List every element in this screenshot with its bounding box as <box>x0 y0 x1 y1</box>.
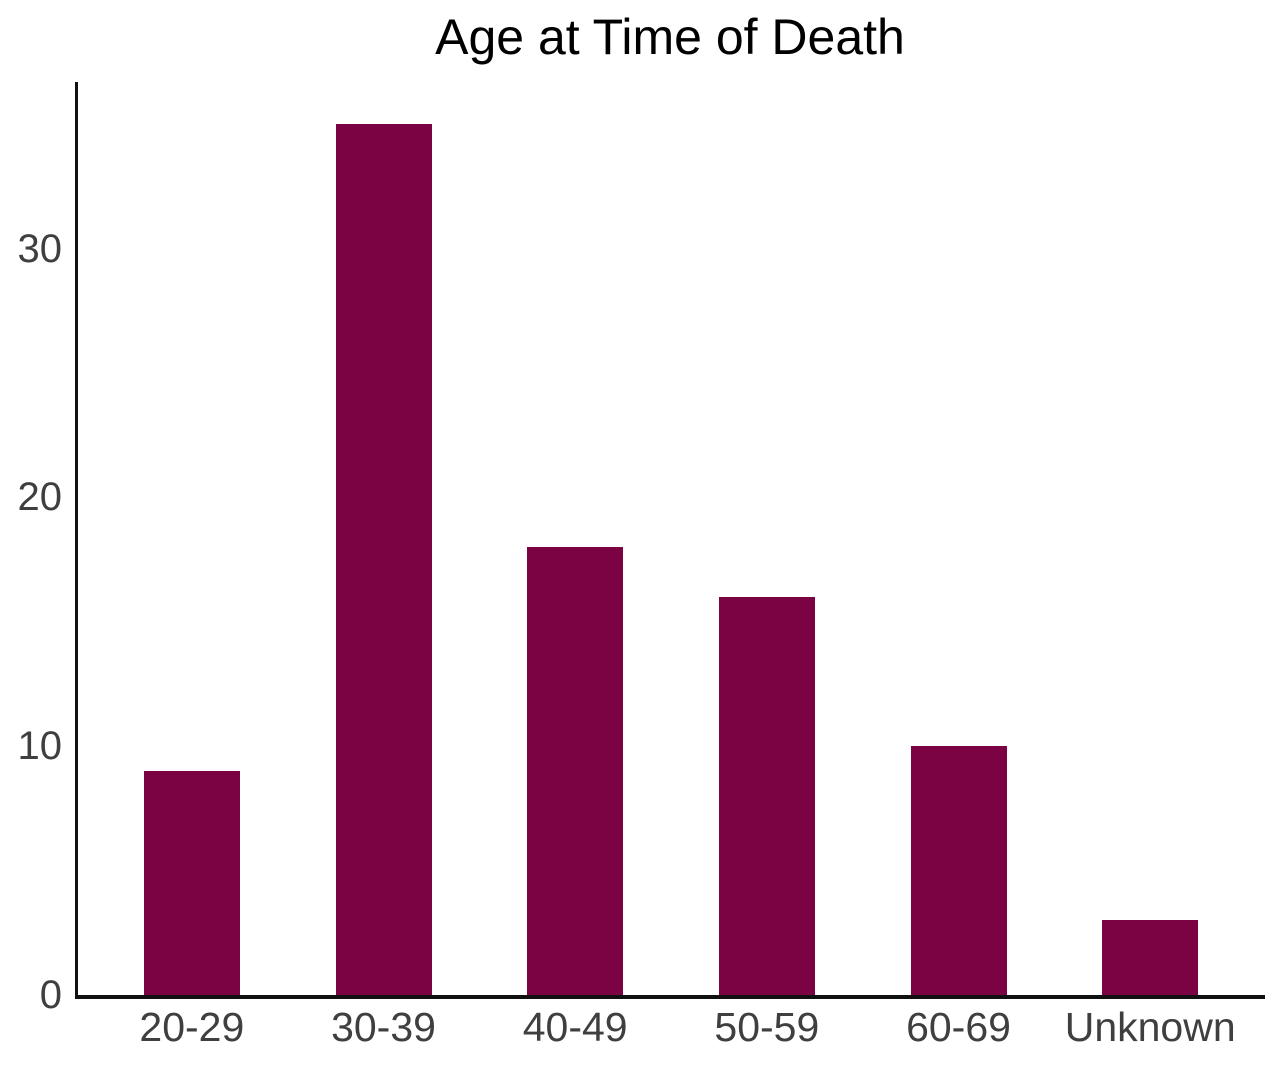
plot-area: 0 10 20 30 20-29 30-39 40-49 50-59 60-69 Unknown <box>18 82 1268 1050</box>
bar-slot <box>479 82 671 995</box>
bar-40-49 <box>527 547 624 995</box>
bar-20-29 <box>143 771 240 995</box>
bar-slot <box>96 82 288 995</box>
bar-30-39 <box>335 124 432 995</box>
x-category-label: 30-39 <box>331 1004 436 1050</box>
x-category-label: Unknown <box>1064 1004 1236 1050</box>
y-axis-line <box>75 82 78 999</box>
bar-slot <box>1054 82 1246 995</box>
x-axis-line <box>75 995 1265 999</box>
bar-slot <box>863 82 1055 995</box>
y-tick-label: 0 <box>39 973 62 1017</box>
x-category-label: 40-49 <box>522 1004 628 1050</box>
x-category-label: 60-69 <box>906 1004 1011 1050</box>
y-tick-label: 10 <box>17 724 63 769</box>
x-axis-category-labels: 20-29 30-39 40-49 50-59 60-69 Unknown <box>96 1004 1246 1050</box>
x-category-label: 50-59 <box>714 1004 820 1050</box>
bars-container <box>96 82 1246 995</box>
bar-slot <box>288 82 480 995</box>
bar-slot <box>671 82 863 995</box>
y-tick-label: 20 <box>17 475 63 520</box>
bar-unknown <box>1102 920 1199 995</box>
y-tick-label: 30 <box>17 226 63 271</box>
chart-title: Age at Time of Death <box>435 9 905 65</box>
x-category-label: 20-29 <box>139 1004 245 1050</box>
bar-60-69 <box>910 746 1007 995</box>
y-axis-tick-labels: 0 10 20 30 <box>18 82 1268 1015</box>
bar-50-59 <box>718 596 815 995</box>
